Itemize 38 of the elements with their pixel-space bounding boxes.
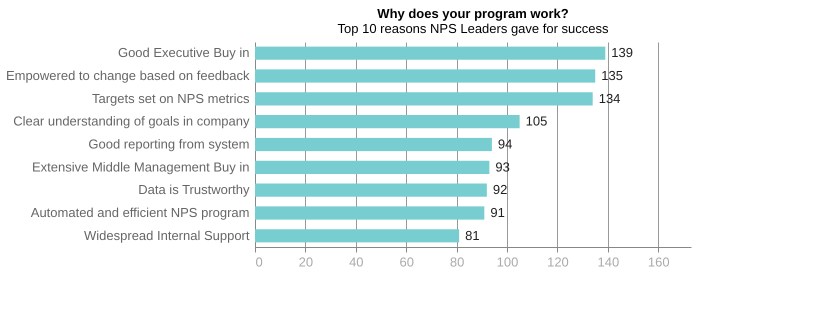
data-label: 91 [490,204,505,220]
x-tick-label: 140 [597,254,620,270]
bar [255,206,484,220]
data-label: 92 [492,182,508,198]
y-tick-label: Data is Trustworthy [138,182,250,198]
bar [255,46,606,60]
y-tick-label: Empowered to change based on feedback [6,68,250,84]
x-tick-label: 120 [547,254,569,270]
bar [255,115,520,128]
x-tick-label: 40 [349,254,364,270]
x-tick-label: 100 [496,254,518,270]
x-tick-label: 80 [450,254,464,270]
chart-title: Why does your program work? [377,6,569,21]
bar [255,160,490,174]
data-label: 134 [598,90,620,106]
data-label: 94 [498,136,512,152]
y-tick-label: Targets set on NPS metrics [92,90,250,106]
data-label: 139 [611,45,634,60]
bar [255,92,593,106]
y-tick-label: Clear understanding of goals in company [13,114,250,129]
x-tick-label: 0 [256,254,263,270]
chart-subtitle: Top 10 reasons NPS Leaders gave for success [338,21,609,36]
y-tick-label: Good Executive Buy in [118,45,250,60]
x-tick-label: 160 [648,254,670,270]
y-tick-label: Widespread Internal Support [84,228,250,243]
y-tick-label: Automated and efficient NPS program [30,204,250,220]
x-tick-label: 60 [399,254,414,270]
bar [255,184,487,197]
bar [255,69,596,83]
bar [255,229,460,242]
data-label: 93 [495,159,510,174]
x-tick-label: 20 [298,254,314,270]
data-label: 105 [526,114,548,129]
y-tick-label: Extensive Middle Management Buy in [32,159,250,174]
data-label: 81 [465,228,480,243]
y-tick-label: Good reporting from system [88,136,250,152]
bar [255,138,492,152]
data-label: 135 [601,68,623,84]
